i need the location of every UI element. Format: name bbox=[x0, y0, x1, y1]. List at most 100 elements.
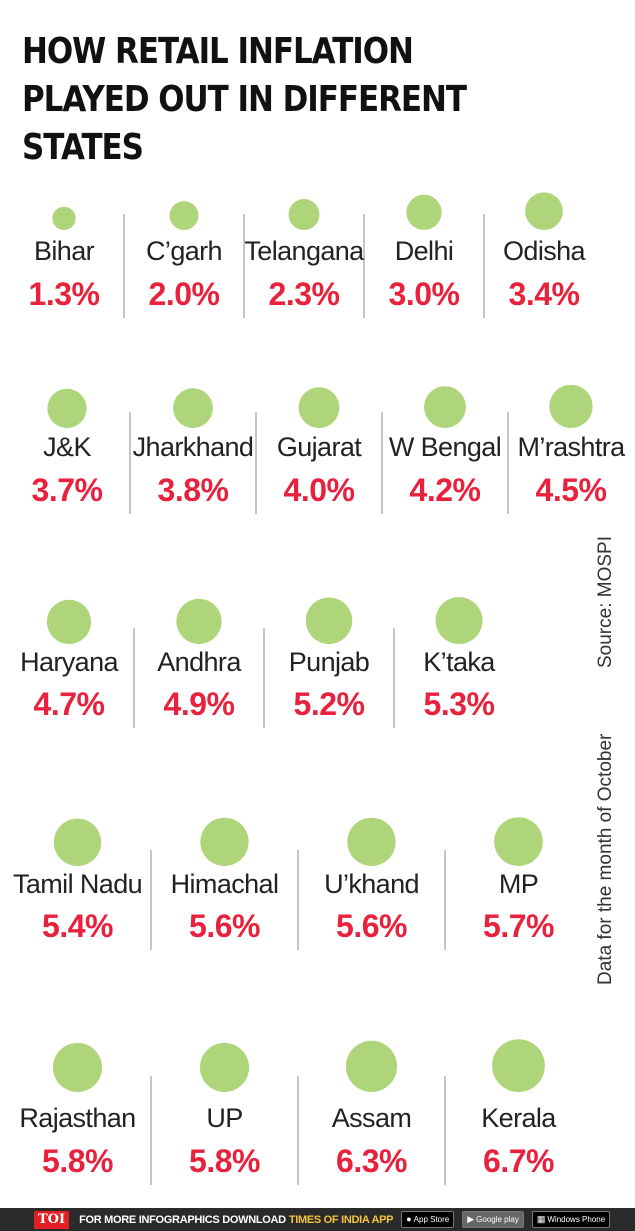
state-cell: Kerala 6.7% bbox=[445, 1103, 592, 1183]
state-name: J&K bbox=[43, 432, 91, 462]
inflation-value: 4.5% bbox=[535, 472, 607, 508]
bubble-gujarat bbox=[298, 387, 340, 428]
inflation-value: 3.4% bbox=[508, 276, 580, 312]
state-name: MP bbox=[498, 869, 539, 899]
state-cell: C’garh 2.0% bbox=[124, 236, 244, 316]
bubble-up bbox=[199, 1042, 250, 1093]
bubble-k-taka bbox=[435, 597, 483, 644]
state-name: U’khand bbox=[324, 869, 419, 899]
inflation-value: 3.8% bbox=[157, 472, 229, 508]
state-name: Andhra bbox=[157, 647, 241, 677]
state-name: Bihar bbox=[33, 236, 95, 266]
bubble-haryana bbox=[46, 599, 92, 644]
chart-title: HOW RETAIL INFLATION PLAYED OUT IN DIFFE… bbox=[22, 31, 467, 168]
inflation-value: 2.3% bbox=[268, 276, 340, 312]
state-cell: J&K 3.7% bbox=[4, 432, 130, 512]
state-name: Delhi bbox=[394, 236, 454, 266]
state-name: Tamil Nadu bbox=[12, 869, 143, 899]
inflation-value: 5.4% bbox=[42, 908, 113, 944]
bubble-jharkhand bbox=[173, 388, 213, 428]
state-cell: Himachal 5.6% bbox=[151, 869, 298, 948]
inflation-value: 5.3% bbox=[423, 686, 495, 722]
state-cell: Gujarat 4.0% bbox=[256, 432, 382, 512]
state-cell: K’taka 5.3% bbox=[394, 647, 524, 726]
inflation-value: 4.9% bbox=[163, 686, 235, 722]
bubble-m-rashtra bbox=[549, 384, 593, 428]
inflation-value: 5.2% bbox=[293, 686, 365, 722]
apple-icon: ● bbox=[406, 1214, 412, 1224]
bubble-c-garh bbox=[169, 201, 199, 231]
state-name: UP bbox=[206, 1103, 243, 1133]
state-name: Haryana bbox=[20, 647, 118, 677]
inflation-value: 3.0% bbox=[388, 276, 460, 312]
app-store-badge[interactable]: ● App Store bbox=[401, 1211, 455, 1228]
bubble-assam bbox=[345, 1040, 398, 1092]
state-cell: Delhi 3.0% bbox=[364, 236, 484, 316]
bubble-andhra bbox=[176, 598, 222, 644]
state-name: Punjab bbox=[288, 647, 370, 677]
inflation-value: 3.7% bbox=[31, 472, 103, 508]
inflation-value: 5.8% bbox=[42, 1143, 113, 1179]
bubble-j-k bbox=[47, 388, 87, 428]
bubble-telangana bbox=[288, 199, 320, 230]
state-cell: W Bengal 4.2% bbox=[382, 432, 508, 512]
inflation-value: 4.2% bbox=[409, 472, 481, 508]
source-note: Source: MOSPI bbox=[595, 536, 616, 668]
bubble-delhi bbox=[406, 194, 442, 230]
inflation-value: 4.7% bbox=[33, 686, 105, 722]
bubble-punjab bbox=[305, 597, 353, 644]
footer-promo-text: FOR MORE INFOGRAPHICS DOWNLOAD bbox=[79, 1213, 286, 1226]
state-cell: Tamil Nadu 5.4% bbox=[4, 869, 151, 948]
inflation-value: 5.8% bbox=[189, 1143, 260, 1179]
state-cell: Assam 6.3% bbox=[298, 1103, 445, 1183]
state-cell: Bihar 1.3% bbox=[4, 236, 124, 316]
state-cell: Rajasthan 5.8% bbox=[4, 1103, 151, 1183]
inflation-value: 5.6% bbox=[189, 908, 260, 944]
state-name: Telangana bbox=[244, 236, 364, 266]
bubble-kerala bbox=[492, 1039, 545, 1092]
bubble-tamil-nadu bbox=[53, 818, 102, 867]
inflation-value: 1.3% bbox=[28, 276, 100, 312]
month-note: Data for the month of October bbox=[595, 733, 616, 985]
bubble-odisha bbox=[525, 192, 563, 230]
state-cell: MP 5.7% bbox=[445, 869, 592, 948]
state-cell: Andhra 4.9% bbox=[134, 647, 264, 726]
toi-logo[interactable]: TOI bbox=[34, 1210, 70, 1229]
footer-app-name[interactable]: TIMES OF INDIA APP bbox=[288, 1213, 394, 1226]
state-name: Rajasthan bbox=[19, 1103, 136, 1133]
state-cell: Haryana 4.7% bbox=[4, 647, 134, 726]
footer-bar: TOI FOR MORE INFOGRAPHICS DOWNLOAD TIMES… bbox=[0, 1208, 635, 1231]
inflation-value: 2.0% bbox=[148, 276, 220, 312]
state-cell: Telangana 2.3% bbox=[244, 236, 364, 316]
state-cell: UP 5.8% bbox=[151, 1103, 298, 1183]
inflation-value: 6.3% bbox=[336, 1143, 407, 1179]
state-name: Jharkhand bbox=[132, 432, 254, 462]
inflation-value: 5.6% bbox=[336, 908, 407, 944]
windows-icon: ▦ bbox=[536, 1214, 546, 1224]
state-name: Kerala bbox=[481, 1103, 556, 1133]
bubble-bihar bbox=[52, 206, 76, 230]
inflation-value: 6.7% bbox=[483, 1143, 554, 1179]
state-name: Odisha bbox=[503, 236, 586, 266]
inflation-value: 4.0% bbox=[283, 472, 355, 508]
state-name: Assam bbox=[331, 1103, 412, 1133]
state-cell: Jharkhand 3.8% bbox=[130, 432, 256, 512]
inflation-value: 5.7% bbox=[483, 908, 554, 944]
bubble-chart bbox=[46, 192, 593, 1185]
state-cell: U’khand 5.6% bbox=[298, 869, 445, 948]
windows-phone-badge[interactable]: ▦ Windows Phone bbox=[531, 1211, 611, 1228]
state-cell: Odisha 3.4% bbox=[484, 236, 604, 316]
bubble-w-bengal bbox=[424, 386, 466, 428]
state-name: Gujarat bbox=[276, 432, 362, 462]
state-name: C’garh bbox=[146, 236, 223, 266]
state-name: W Bengal bbox=[388, 432, 502, 462]
bubble-rajasthan bbox=[52, 1042, 103, 1093]
state-cell: M’rashtra 4.5% bbox=[508, 432, 634, 512]
bubble-u-khand bbox=[347, 817, 396, 866]
state-name: K’taka bbox=[423, 647, 495, 677]
state-name: M’rashtra bbox=[517, 432, 625, 462]
state-cell: Punjab 5.2% bbox=[264, 647, 394, 726]
google-play-badge[interactable]: ▶ Google play bbox=[462, 1211, 524, 1228]
state-name: Himachal bbox=[170, 869, 279, 899]
play-icon: ▶ bbox=[467, 1214, 475, 1224]
